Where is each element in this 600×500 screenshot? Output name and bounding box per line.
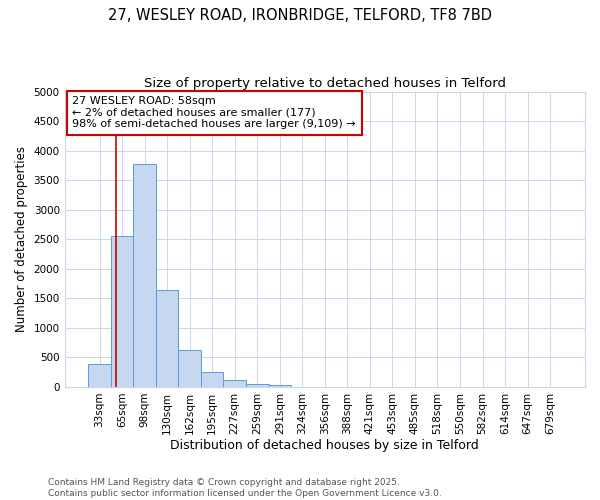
Text: 27 WESLEY ROAD: 58sqm
← 2% of detached houses are smaller (177)
98% of semi-deta: 27 WESLEY ROAD: 58sqm ← 2% of detached h… — [73, 96, 356, 130]
Text: Contains HM Land Registry data © Crown copyright and database right 2025.
Contai: Contains HM Land Registry data © Crown c… — [48, 478, 442, 498]
Bar — [246, 384, 269, 387]
Text: 27, WESLEY ROAD, IRONBRIDGE, TELFORD, TF8 7BD: 27, WESLEY ROAD, IRONBRIDGE, TELFORD, TF… — [108, 8, 492, 22]
Bar — [88, 364, 111, 387]
Bar — [133, 164, 156, 387]
Bar — [201, 372, 223, 387]
X-axis label: Distribution of detached houses by size in Telford: Distribution of detached houses by size … — [170, 440, 479, 452]
Bar — [178, 350, 201, 387]
Title: Size of property relative to detached houses in Telford: Size of property relative to detached ho… — [144, 78, 506, 90]
Bar — [156, 290, 178, 387]
Y-axis label: Number of detached properties: Number of detached properties — [15, 146, 28, 332]
Bar — [223, 380, 246, 387]
Bar — [111, 236, 133, 387]
Bar — [269, 385, 291, 387]
